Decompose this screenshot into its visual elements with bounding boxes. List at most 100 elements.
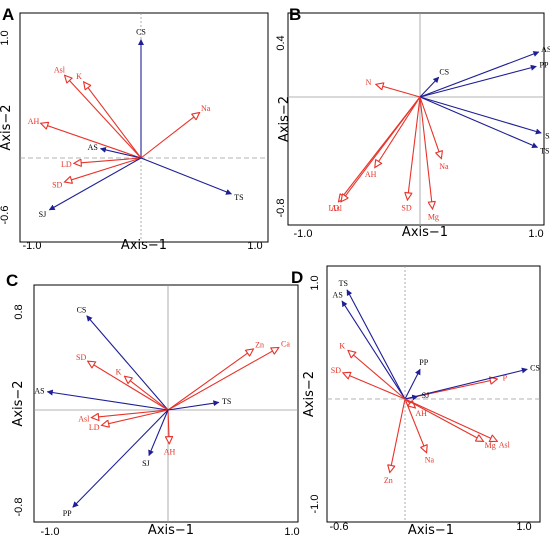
- panel-label: A: [2, 5, 14, 24]
- vector-label-ld: LD: [329, 204, 340, 213]
- vector-label-cs: CS: [439, 67, 449, 76]
- vector-sd: [88, 361, 169, 411]
- x-tick-label: 1.0: [247, 240, 262, 252]
- vector-label-as: AS: [88, 143, 98, 152]
- vector-label-cs: CS: [136, 28, 146, 37]
- vector-sj: [148, 409, 169, 457]
- vector-label-cs: CS: [530, 363, 540, 372]
- y-axis-label: Axis−2: [11, 380, 26, 426]
- plot-frame: [33, 284, 299, 523]
- vector-label-asl: Asl: [331, 204, 343, 213]
- plot-frame: [326, 265, 541, 523]
- x-axis-label: Axis−1: [408, 523, 454, 538]
- vector-asl: [92, 409, 169, 418]
- vector-label-na: Na: [201, 104, 211, 113]
- y-axis-label: Axis−2: [302, 371, 317, 417]
- panel-label: D: [291, 268, 303, 287]
- y-tick-label: -1.0: [309, 495, 321, 514]
- y-tick-label: 0.4: [275, 35, 287, 50]
- vector-label-sj: SJ: [545, 131, 550, 140]
- vector-label-ts: TS: [540, 147, 549, 156]
- x-tick-label: -1.0: [23, 240, 42, 252]
- vector-ts: [346, 289, 406, 400]
- vector-ld: [102, 409, 169, 425]
- vector-k: [125, 377, 169, 411]
- vector-label-sd: SD: [76, 353, 86, 362]
- panel-label: C: [6, 271, 18, 290]
- vector-label-p: P: [503, 373, 508, 382]
- vector-as: [99, 146, 142, 159]
- vector-label-ah: AH: [415, 409, 427, 418]
- x-tick-label: 1.0: [516, 521, 531, 533]
- vector-label-sd: SD: [331, 366, 341, 375]
- vector-label-sj: SJ: [39, 210, 47, 219]
- vector-ts: [167, 400, 220, 411]
- vector-label-pp: PP: [540, 60, 549, 69]
- vector-label-n: N: [366, 78, 372, 87]
- vector-sj: [404, 394, 419, 401]
- vector-cs: [404, 367, 528, 400]
- vector-label-k: K: [76, 72, 82, 81]
- vector-label-ts: TS: [222, 397, 231, 406]
- vector-label-asl: Asl: [499, 440, 511, 449]
- vector-zn: [167, 349, 253, 411]
- plot-frame: [19, 12, 269, 243]
- vector-label-asl: Asl: [54, 66, 66, 75]
- plot-frame: [287, 12, 545, 226]
- y-tick-label: 0.8: [13, 304, 25, 319]
- vector-label-na: Na: [439, 162, 449, 171]
- vector-k: [84, 82, 142, 159]
- vector-ca: [167, 348, 278, 411]
- vector-as: [341, 300, 406, 400]
- vector-label-ah: AH: [28, 117, 40, 126]
- panel-label: B: [289, 5, 301, 24]
- x-axis-label: Axis−1: [402, 225, 448, 240]
- vector-label-pp: PP: [419, 358, 428, 367]
- vector-sd: [408, 96, 421, 200]
- vector-label-asl: Asl: [78, 414, 90, 423]
- vector-ld: [74, 157, 142, 163]
- vector-mg: [419, 96, 433, 209]
- vector-pp: [404, 368, 421, 400]
- vector-label-ah: AH: [365, 170, 377, 179]
- vector-sj: [419, 96, 542, 135]
- biplot-panel-c: C -1.0 1.0 0.8 -0.8 Axis−1 Axis−2 CS SD K Zn Ca AS TS…: [6, 271, 300, 538]
- vector-k: [348, 351, 406, 400]
- vector-n: [376, 84, 421, 98]
- vector-label-ts: TS: [234, 193, 243, 202]
- vector-label-ah: AH: [164, 447, 176, 456]
- vector-label-ld: LD: [61, 160, 72, 169]
- x-tick-label: -1.0: [41, 526, 60, 538]
- vector-label-k: K: [116, 368, 122, 377]
- vector-ah: [375, 96, 421, 167]
- vector-label-mg: Mg: [485, 441, 496, 450]
- vector-ah: [168, 409, 169, 443]
- vector-label-k: K: [339, 341, 345, 350]
- vector-as: [46, 389, 169, 411]
- vector-label-sd: SD: [52, 180, 62, 189]
- vector-label-pp: PP: [63, 509, 72, 518]
- vector-sd: [65, 157, 142, 182]
- vector-asl: [65, 76, 142, 159]
- x-axis-label: Axis−1: [148, 523, 194, 538]
- vector-sd: [343, 373, 406, 400]
- vector-zn: [390, 398, 406, 472]
- vector-na: [140, 113, 199, 159]
- y-tick-label: -0.8: [13, 498, 25, 517]
- vector-label-as: AS: [34, 387, 44, 396]
- x-tick-label: -0.6: [330, 521, 349, 533]
- vector-pp: [72, 409, 169, 508]
- vector-cs: [419, 76, 440, 98]
- biplot-panel-b: B -1.0 1.0 0.4 -0.8 Axis−1 Axis−2 CS AS PP N SJ TS Na…: [275, 5, 550, 240]
- vector-ts: [419, 96, 539, 149]
- vector-mg: [404, 398, 483, 441]
- y-tick-label: 1.0: [309, 275, 321, 290]
- biplot-panel-d: D-0.6 1.01.0-1.0Axis−1Axis−2TSASKSDPPPCSS…: [291, 265, 541, 538]
- vector-asl: [404, 398, 497, 441]
- vector-asl: [341, 96, 421, 201]
- vector-label-ts: TS: [339, 279, 348, 288]
- vector-label-na: Na: [425, 456, 435, 465]
- vector-na: [419, 96, 441, 158]
- vector-cs: [86, 315, 169, 411]
